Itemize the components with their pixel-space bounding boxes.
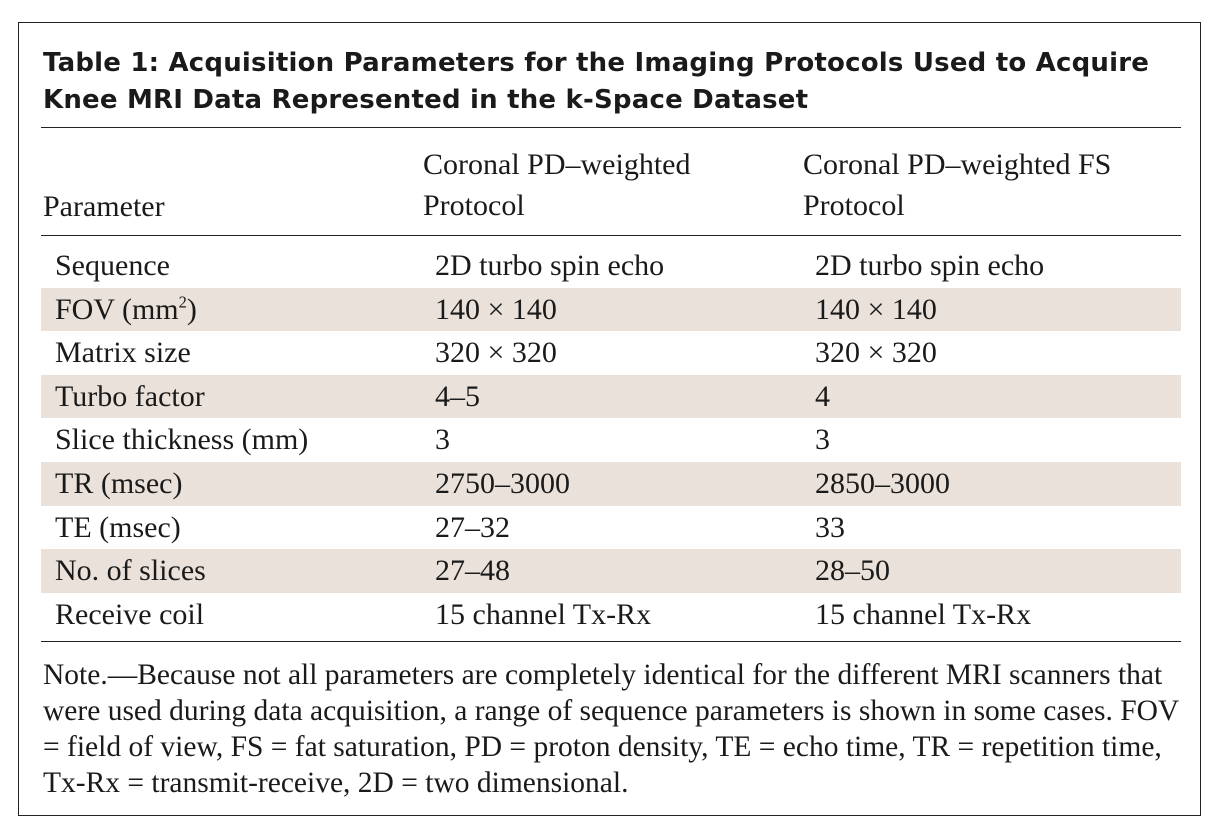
table-row: Sequence 2D turbo spin echo 2D turbo spi… <box>41 244 1181 288</box>
top-rule <box>41 127 1181 128</box>
parameter-cell: TE (msec) <box>55 510 181 544</box>
table-title: Table 1: Acquisition Parameters for the … <box>43 48 1150 115</box>
bottom-rule <box>41 641 1181 642</box>
fs-value-cell: 4 <box>815 379 830 413</box>
fs-value-cell: 2850–3000 <box>815 466 950 500</box>
parameter-cell: No. of slices <box>55 554 206 588</box>
table-row: TE (msec) 27–32 33 <box>41 506 1181 550</box>
pd-value-cell: 27–48 <box>435 554 510 588</box>
table-row: FOV (mm2) 140 × 140 140 × 140 <box>41 287 1181 332</box>
table-note: Note.—Because not all parameters are com… <box>43 659 1179 799</box>
pd-value-cell: 2D turbo spin echo <box>435 249 665 282</box>
pd-value-cell: 3 <box>435 423 450 457</box>
parameter-cell: Turbo factor <box>55 379 205 413</box>
column-header-fs-line1: Coronal PD–weighted FS <box>803 148 1112 181</box>
table-row: No. of slices 27–48 28–50 <box>41 549 1181 593</box>
fs-value-cell: 28–50 <box>815 554 890 588</box>
table-row: Slice thickness (mm) 3 3 <box>41 418 1181 462</box>
column-header-fs-protocol: Coronal PD–weighted FS Protocol <box>803 144 1163 226</box>
pd-value-cell: 4–5 <box>435 379 480 413</box>
parameter-cell: Sequence <box>55 249 170 282</box>
parameter-cell: FOV (mm2) <box>55 288 197 332</box>
column-header-pd-protocol: Coronal PD–weighted Protocol <box>423 144 783 226</box>
table-body: Sequence 2D turbo spin echo 2D turbo spi… <box>41 244 1181 636</box>
column-header-parameter: Parameter <box>43 190 165 223</box>
fs-value-cell: 140 × 140 <box>815 292 937 326</box>
column-header-pd-line1: Coronal PD–weighted <box>423 148 691 181</box>
fs-value-cell: 2D turbo spin echo <box>815 249 1045 282</box>
table-row: TR (msec) 2750–3000 2850–3000 <box>41 461 1181 506</box>
parameter-text-end: ) <box>186 292 197 326</box>
parameter-cell: TR (msec) <box>55 466 183 500</box>
table-row: Matrix size 320 × 320 320 × 320 <box>41 331 1181 375</box>
column-header-pd-line2: Protocol <box>423 189 525 222</box>
parameter-superscript: 2 <box>178 292 187 312</box>
table-frame: Table 1: Acquisition Parameters for the … <box>18 22 1201 816</box>
fs-value-cell: 33 <box>815 510 845 544</box>
parameter-text: FOV (mm <box>55 292 179 326</box>
header-rule <box>41 235 1181 236</box>
pd-value-cell: 2750–3000 <box>435 466 570 500</box>
pd-value-cell: 140 × 140 <box>435 292 557 326</box>
column-header-fs-line2: Protocol <box>803 189 905 222</box>
pd-value-cell: 15 channel Tx-Rx <box>435 597 652 631</box>
table-row: Receive coil 15 channel Tx-Rx 15 channel… <box>41 593 1181 637</box>
fs-value-cell: 320 × 320 <box>815 336 937 370</box>
fs-value-cell: 15 channel Tx-Rx <box>815 597 1032 631</box>
parameter-cell: Receive coil <box>55 597 205 631</box>
pd-value-cell: 27–32 <box>435 510 510 544</box>
parameter-cell: Matrix size <box>55 336 191 370</box>
table-row: Turbo factor 4–5 4 <box>41 374 1181 419</box>
pd-value-cell: 320 × 320 <box>435 336 557 370</box>
fs-value-cell: 3 <box>815 423 830 457</box>
parameter-cell: Slice thickness (mm) <box>55 423 309 457</box>
